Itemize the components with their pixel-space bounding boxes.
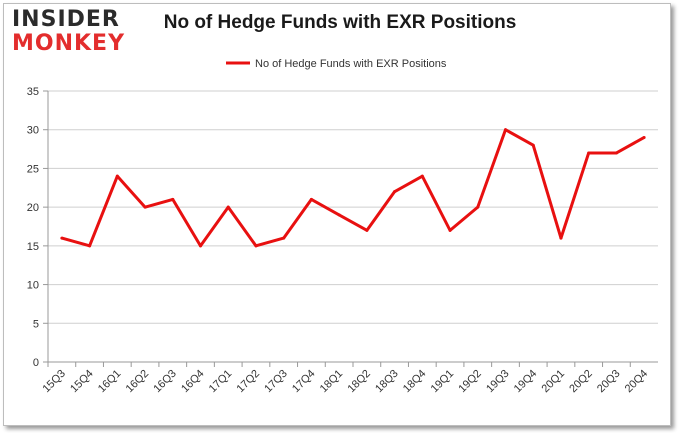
data-point: [393, 190, 397, 194]
y-tick-label: 25: [27, 163, 39, 175]
x-tick-label: 16Q1: [96, 368, 124, 396]
data-point: [143, 205, 147, 209]
x-tick-label: 19Q1: [429, 368, 457, 396]
grid-lines: [48, 90, 658, 363]
x-tick-label: 16Q2: [124, 368, 152, 396]
data-point: [531, 143, 535, 147]
legend: No of Hedge Funds with EXR Positions: [226, 58, 447, 70]
x-tick-label: 17Q2: [235, 368, 263, 396]
x-tick-label: 20Q3: [595, 368, 623, 396]
data-point: [199, 244, 202, 248]
data-point: [254, 244, 258, 248]
data-point: [559, 236, 563, 240]
x-tick-label: 18Q3: [373, 368, 401, 396]
x-tick-label: 19Q4: [512, 368, 540, 396]
x-tick-label: 16Q4: [179, 368, 207, 396]
y-tick-label: 20: [27, 202, 39, 214]
data-point: [448, 228, 452, 232]
x-tick-label: 18Q4: [401, 368, 429, 396]
data-point: [614, 151, 618, 155]
data-point: [88, 244, 92, 248]
chart-title: No of Hedge Funds with EXR Positions: [163, 12, 517, 33]
data-point: [420, 174, 424, 178]
x-tick-label: 18Q2: [345, 368, 373, 396]
logo-line-insider: INSIDER: [12, 7, 120, 32]
legend-label: No of Hedge Funds with EXR Positions: [255, 58, 447, 70]
x-tick-label: 20Q4: [623, 368, 651, 396]
series-group: [60, 128, 646, 248]
x-axis-ticks: 15Q3 15Q4 16Q1 16Q2 16Q3 16Q4 17Q1 17Q2 17Q3 17Q4…: [40, 362, 650, 395]
y-tick-label: 5: [33, 318, 39, 330]
series-line: [61, 128, 645, 248]
y-tick-label: 30: [27, 125, 39, 137]
x-tick-label: 20Q1: [540, 368, 568, 396]
x-tick-label: 19Q2: [456, 368, 484, 396]
x-tick-label: 17Q4: [290, 368, 318, 396]
x-tick-label: 16Q3: [151, 368, 179, 396]
data-point: [642, 135, 646, 139]
data-point: [504, 128, 507, 132]
y-tick-label: 0: [33, 357, 39, 369]
y-tick-label: 15: [27, 241, 39, 253]
x-tick-label: 15Q3: [40, 368, 68, 396]
y-tick-label: 35: [27, 86, 39, 98]
data-point: [337, 213, 341, 217]
data-point: [309, 197, 313, 201]
data-point: [476, 205, 480, 209]
data-point: [587, 151, 591, 155]
x-tick-label: 19Q3: [484, 368, 512, 396]
x-tick-label: 20Q2: [567, 368, 595, 396]
data-point: [171, 197, 175, 201]
x-tick-label: 17Q3: [262, 368, 290, 396]
data-point: [60, 236, 64, 240]
insider-monkey-logo: INSIDER MONKEY: [12, 8, 127, 58]
logo-line-monkey: MONKEY: [12, 31, 126, 56]
y-tick-label: 10: [27, 280, 39, 292]
x-tick-label: 17Q1: [207, 368, 235, 396]
x-tick-label: 18Q1: [318, 368, 346, 396]
data-point: [282, 236, 286, 240]
data-point: [226, 205, 230, 209]
x-tick-label: 15Q4: [68, 368, 96, 396]
data-point: [115, 174, 119, 178]
data-point: [365, 228, 369, 232]
